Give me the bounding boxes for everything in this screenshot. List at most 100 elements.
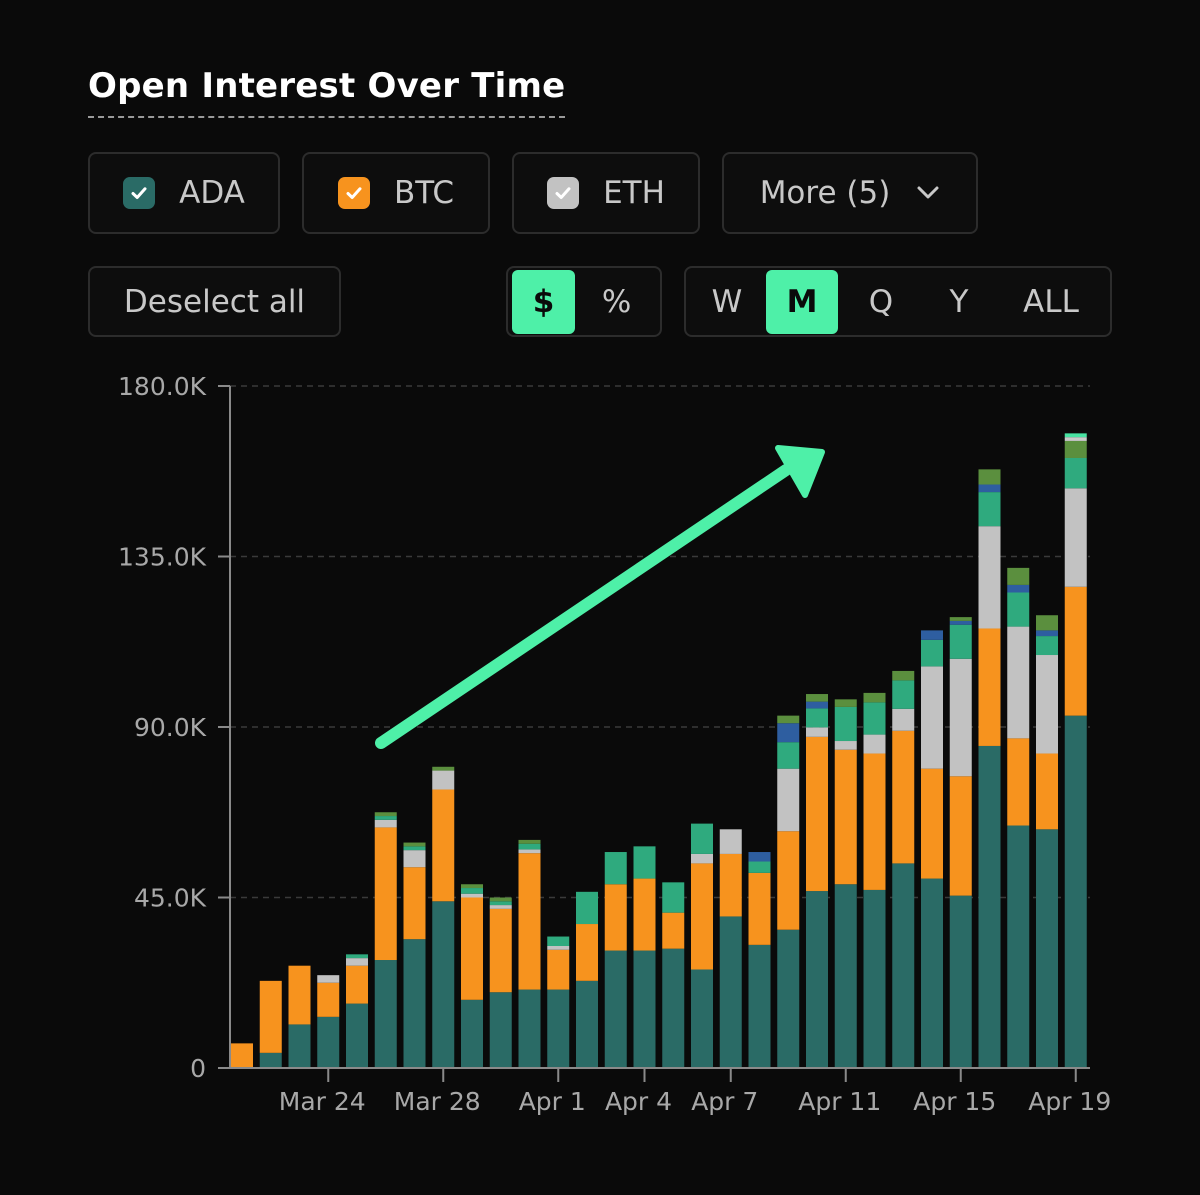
bar-segment[interactable]: [374, 812, 397, 817]
bar-segment[interactable]: [949, 658, 972, 777]
bar-segment[interactable]: [432, 766, 455, 771]
bar-segment[interactable]: [1007, 825, 1030, 1068]
bar-segment[interactable]: [892, 708, 915, 731]
bar-segment[interactable]: [691, 823, 713, 854]
bar-segment[interactable]: [777, 768, 800, 832]
unit-option-dollar[interactable]: $: [512, 269, 576, 334]
bar-segment[interactable]: [374, 960, 397, 1068]
bar-segment[interactable]: [346, 1003, 368, 1068]
bar-segment[interactable]: [777, 929, 800, 1068]
bar-segment[interactable]: [662, 912, 685, 949]
bar-segment[interactable]: [547, 946, 570, 950]
bar-segment[interactable]: [806, 708, 828, 728]
bar-segment[interactable]: [403, 939, 426, 1068]
bar-segment[interactable]: [317, 982, 340, 1017]
bar-segment[interactable]: [547, 936, 570, 946]
bar-segment[interactable]: [892, 670, 915, 681]
bar-segment[interactable]: [489, 897, 512, 902]
bar-segment[interactable]: [777, 742, 800, 769]
range-option-y[interactable]: Y: [949, 283, 969, 320]
bar-segment[interactable]: [576, 980, 598, 1068]
bar-segment[interactable]: [863, 702, 886, 735]
bar-segment[interactable]: [259, 980, 282, 1053]
bar-segment[interactable]: [892, 863, 915, 1068]
bar-segment[interactable]: [978, 492, 1001, 527]
bar-segment[interactable]: [719, 829, 742, 854]
bar-segment[interactable]: [1007, 592, 1030, 627]
bar-segment[interactable]: [1064, 488, 1087, 587]
bar-segment[interactable]: [921, 639, 943, 667]
filter-chip-btc[interactable]: BTC: [302, 152, 490, 234]
bar-segment[interactable]: [231, 1043, 253, 1068]
bar-segment[interactable]: [346, 958, 368, 966]
bar-segment[interactable]: [1064, 437, 1087, 441]
bar-segment[interactable]: [547, 949, 570, 990]
bar-segment[interactable]: [719, 916, 742, 1068]
deselect-all-button[interactable]: Deselect all: [88, 266, 341, 337]
bar-segment[interactable]: [633, 950, 656, 1068]
bar-segment[interactable]: [949, 895, 972, 1068]
bar-segment[interactable]: [1036, 636, 1058, 656]
bar-segment[interactable]: [403, 850, 426, 868]
bar-segment[interactable]: [748, 852, 771, 862]
bar-segment[interactable]: [806, 891, 828, 1068]
bar-segment[interactable]: [604, 950, 627, 1068]
bar-segment[interactable]: [921, 666, 943, 769]
bar-segment[interactable]: [662, 948, 685, 1068]
bar-segment[interactable]: [691, 853, 713, 864]
range-option-all[interactable]: ALL: [1023, 283, 1079, 320]
bar-segment[interactable]: [461, 888, 483, 894]
bar-segment[interactable]: [806, 694, 828, 702]
bar-segment[interactable]: [259, 1052, 282, 1068]
bar-segment[interactable]: [978, 469, 1001, 485]
bar-segment[interactable]: [576, 924, 598, 981]
bar-segment[interactable]: [777, 715, 800, 724]
bar-segment[interactable]: [374, 819, 397, 828]
bar-segment[interactable]: [288, 1024, 311, 1068]
bar-segment[interactable]: [489, 992, 512, 1068]
bar-segment[interactable]: [461, 999, 483, 1068]
bar-segment[interactable]: [949, 624, 972, 659]
bar-segment[interactable]: [777, 723, 800, 743]
bar-segment[interactable]: [518, 989, 541, 1068]
bar-segment[interactable]: [1036, 655, 1058, 754]
bar-segment[interactable]: [489, 901, 512, 906]
bar-segment[interactable]: [921, 630, 943, 640]
bar-segment[interactable]: [346, 954, 368, 959]
bar-segment[interactable]: [604, 852, 627, 885]
range-option-q[interactable]: Q: [868, 283, 894, 320]
bar-segment[interactable]: [834, 699, 857, 707]
bar-segment[interactable]: [834, 706, 857, 742]
bar-segment[interactable]: [403, 846, 426, 851]
bar-segment[interactable]: [317, 975, 340, 983]
bar-segment[interactable]: [518, 849, 541, 854]
bar-segment[interactable]: [662, 882, 685, 913]
bar-segment[interactable]: [863, 734, 886, 754]
bar-segment[interactable]: [834, 884, 857, 1068]
bar-segment[interactable]: [1064, 433, 1087, 438]
bar-segment[interactable]: [547, 989, 570, 1068]
bar-segment[interactable]: [576, 891, 598, 925]
bar-segment[interactable]: [949, 620, 972, 625]
bar-segment[interactable]: [432, 770, 455, 790]
bar-segment[interactable]: [288, 965, 311, 1025]
filter-chip-eth[interactable]: ETH: [512, 152, 700, 234]
bar-segment[interactable]: [1064, 715, 1087, 1068]
bar-segment[interactable]: [748, 861, 771, 873]
bar-segment[interactable]: [691, 863, 713, 970]
bar-segment[interactable]: [1064, 457, 1087, 489]
bar-segment[interactable]: [518, 843, 541, 850]
bar-segment[interactable]: [834, 749, 857, 885]
bar-segment[interactable]: [346, 965, 368, 1004]
bar-segment[interactable]: [892, 730, 915, 864]
bar-segment[interactable]: [978, 628, 1001, 746]
bar-segment[interactable]: [834, 741, 857, 750]
bar-segment[interactable]: [432, 789, 455, 902]
bar-segment[interactable]: [806, 701, 828, 709]
bar-segment[interactable]: [978, 484, 1001, 493]
bar-segment[interactable]: [403, 867, 426, 940]
bar-segment[interactable]: [1007, 567, 1030, 585]
bar-segment[interactable]: [403, 842, 426, 847]
bar-segment[interactable]: [461, 884, 483, 889]
bar-segment[interactable]: [604, 884, 627, 951]
